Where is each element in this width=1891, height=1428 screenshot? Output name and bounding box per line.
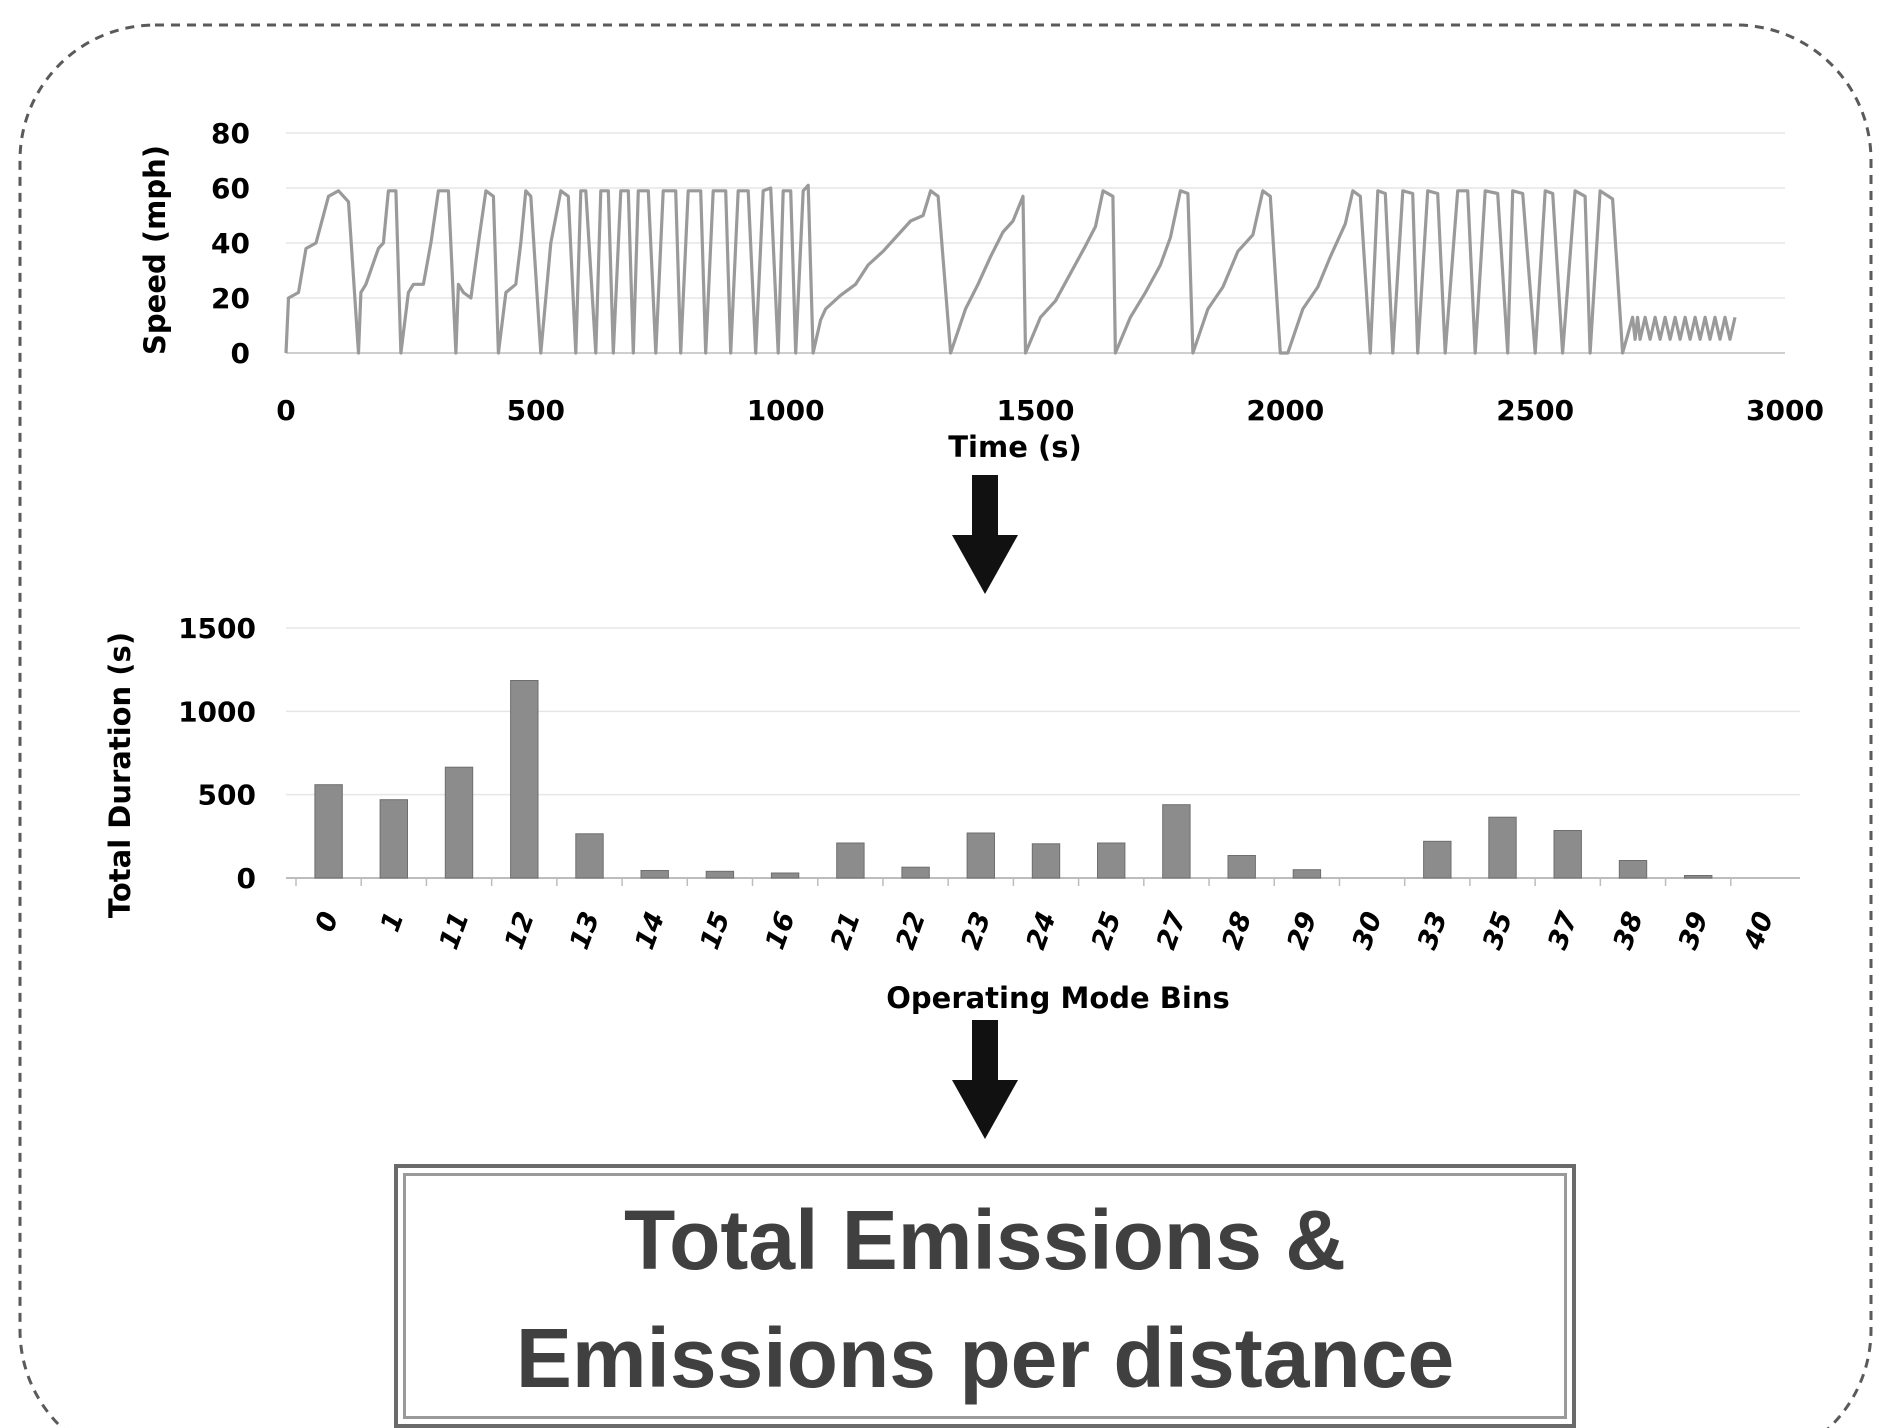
- bar-chart-category-40: 40: [1738, 908, 1780, 955]
- speed-chart-gridlines: [286, 132, 1785, 299]
- bar-chart-category-1: 1: [375, 908, 411, 936]
- speed-chart-x-tick-0: 0: [276, 394, 295, 427]
- bar-chart-category-35: 35: [1477, 908, 1519, 954]
- bar-chart-category-25: 25: [1086, 908, 1128, 954]
- speed-chart-x-tick-3000: 3000: [1746, 394, 1824, 427]
- bar-chart-category-13: 13: [564, 908, 606, 954]
- bar-chart-y-tick-1500: 1500: [178, 612, 256, 645]
- bar-chart-category-11: 11: [434, 908, 476, 954]
- bar-mode-13: [575, 833, 604, 879]
- bar-chart-category-0: 0: [310, 908, 346, 936]
- bar-chart-category-27: 27: [1151, 908, 1193, 954]
- bar-chart-y-label: Total Duration (s): [103, 632, 137, 918]
- bar-mode-1: [379, 799, 409, 879]
- bar-chart-x-label: Operating Mode Bins: [886, 981, 1230, 1015]
- bar-chart-category-16: 16: [760, 908, 802, 954]
- bar-chart-category-22: 22: [890, 908, 932, 954]
- bar-mode-35: [1488, 816, 1517, 879]
- bar-chart-category-labels: 0 1 11 12 13 14 15 16 21 22 23 24 25 27 28 29 30 33 35 37 38…: [310, 908, 1780, 955]
- bar-mode-25: [1097, 842, 1126, 879]
- bar-chart-y-tick-0: 0: [237, 862, 256, 895]
- bar-mode-14: [640, 870, 669, 879]
- bar-chart-category-29: 29: [1281, 908, 1323, 954]
- down-arrow-icon: [952, 475, 1018, 594]
- speed-chart-x-tick-500: 500: [507, 394, 565, 427]
- speed-chart-y-ticks: 0 20 40 60 80: [211, 117, 250, 370]
- bar-chart-category-14: 14: [629, 908, 671, 954]
- bar-mode-15: [705, 870, 735, 879]
- bar-chart-category-12: 12: [499, 908, 541, 954]
- bar-mode-16: [770, 872, 800, 879]
- bar-mode-11: [444, 766, 474, 879]
- result-box: Total Emissions & Emissions per distance: [394, 1164, 1576, 1428]
- speed-chart-x-ticks: 0 500 1000 1500 2000 2500 3000: [276, 394, 1824, 427]
- bar-mode-37: [1553, 830, 1582, 879]
- dashed-frame: [18, 23, 1873, 1428]
- speed-chart-y-tick-20: 20: [211, 282, 250, 315]
- speed-chart: 0 20 40 60 80 0 500 1000 1500 2000 2500 3000 Time …: [138, 117, 1824, 464]
- bar-chart-category-38: 38: [1608, 908, 1650, 954]
- bar-chart-category-21: 21: [825, 908, 867, 954]
- speed-chart-x-tick-2500: 2500: [1496, 394, 1574, 427]
- bar-chart-category-23: 23: [955, 908, 997, 954]
- speed-chart-y-tick-0: 0: [231, 337, 250, 370]
- speed-chart-x-tick-1500: 1500: [997, 394, 1075, 427]
- speed-chart-y-tick-40: 40: [211, 227, 250, 260]
- bar-chart-category-37: 37: [1542, 908, 1584, 954]
- speed-chart-x-tick-2000: 2000: [1246, 394, 1324, 427]
- speed-series-line: [284, 183, 1737, 355]
- bar-mode-27: [1162, 804, 1191, 879]
- bar-mode-39: [1684, 875, 1713, 879]
- speed-chart-y-tick-80: 80: [211, 117, 250, 150]
- bar-mode-28: [1227, 855, 1256, 879]
- bar-mode-0: [314, 784, 343, 879]
- result-text: Total Emissions & Emissions per distance: [515, 1193, 1455, 1405]
- speed-chart-y-label: Speed (mph): [138, 145, 172, 355]
- bar-mode-33: [1423, 840, 1452, 879]
- bar-mode-21: [836, 842, 865, 879]
- speed-chart-y-tick-60: 60: [211, 172, 250, 205]
- bar-chart-y-ticks: 0 500 1000 1500: [178, 612, 256, 895]
- bar-chart-y-tick-1000: 1000: [178, 695, 256, 728]
- bar-chart-bars: [295, 680, 1732, 886]
- bar-mode-38: [1618, 860, 1648, 879]
- bar-mode-23: [966, 832, 995, 879]
- bar-chart-category-15: 15: [694, 908, 736, 954]
- bar-chart-category-24: 24: [1021, 908, 1063, 954]
- bar-chart-category-28: 28: [1216, 908, 1258, 954]
- down-arrow-icon: [952, 1020, 1018, 1139]
- speed-chart-x-tick-1000: 1000: [747, 394, 825, 427]
- bar-mode-29: [1292, 869, 1322, 879]
- speed-chart-x-label: Time (s): [948, 430, 1081, 464]
- bar-chart-y-tick-500: 500: [198, 779, 256, 812]
- bar-mode-22: [901, 866, 930, 879]
- bar-mode-12: [510, 680, 539, 879]
- bar-chart-category-33: 33: [1412, 908, 1454, 954]
- bar-chart-category-39: 39: [1673, 908, 1715, 954]
- bar-chart-category-30: 30: [1347, 908, 1389, 954]
- bar-mode-24: [1031, 843, 1061, 879]
